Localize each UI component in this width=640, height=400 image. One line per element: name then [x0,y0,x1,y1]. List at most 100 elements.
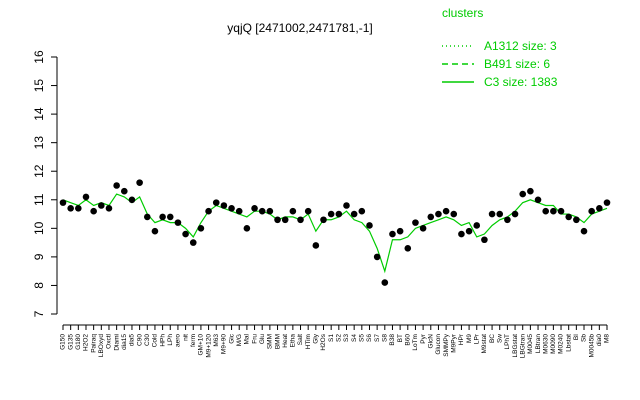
data-point [381,279,389,286]
data-point [258,207,266,215]
x-tick-label: GlcN [427,334,434,349]
x-tick-label: G135 [67,334,74,350]
x-tick-label: S6 [366,334,373,342]
data-point [358,207,366,215]
y-tick-label: 14 [32,107,46,121]
x-tick-label: S1 [328,334,335,342]
data-point [128,196,136,204]
x-tick-label: M9 [466,334,473,343]
data-point [159,213,166,221]
x-tick-label: LBtran [535,334,542,354]
data-point [59,199,67,206]
data-point [335,210,343,218]
x-tick-label: SMMPy [443,333,450,357]
data-point [297,216,304,224]
x-tick-label: BT [397,334,404,342]
x-tick-label: Gly [313,333,320,344]
data-point [481,236,488,244]
x-tick-label: BMM [274,334,281,349]
x-tick-label: SMM [267,334,274,349]
x-tick-label: S5 [359,334,366,342]
x-tick-label: M0090 [550,334,557,354]
data-point [603,199,611,206]
data-point [327,210,335,218]
data-point [189,239,197,246]
series-line [62,193,608,274]
data-point [542,207,550,215]
x-tick-label: M/G [236,334,243,346]
x-tick-label: BI [573,334,580,340]
data-point [350,210,358,218]
data-point [343,202,350,209]
legend-label: B491 size: 6 [484,57,550,71]
x-tick-label: S2 [336,334,343,342]
y-tick-label: 13 [32,136,46,150]
data-point [113,182,120,189]
data-point [488,210,496,218]
x-tick-label: M9+90 [221,334,228,354]
data-point [396,227,404,235]
x-tick-label: dia0 [596,334,603,347]
data-point [174,219,182,226]
x-tick-label: G150 [60,334,67,350]
x-tick-label: H2Os [320,333,327,350]
data-point [404,245,412,252]
x-tick-label: LoTm [412,334,419,351]
x-tick-label: LPr [473,333,480,344]
x-tick-label: M8 [604,334,611,343]
x-tick-label: dia15 [121,334,128,350]
data-point [136,179,143,186]
x-tick-label: GM+10 [198,334,205,356]
x-tick-label: ferm [190,334,197,347]
x-tick-label: B38 [389,334,396,346]
data-point [580,227,588,235]
x-tick-label: LBGtran [519,334,526,359]
x-tick-label: M63 [213,334,220,347]
data-point [412,219,419,226]
chart-title: yqjQ [2471002,2471781,-1] [227,21,372,35]
data-point [281,216,289,224]
x-tick-label: Glu [259,334,266,345]
data-point [105,205,113,212]
x-tick-label: Oxctl [106,333,113,348]
x-tick-label: H2O2 [83,334,90,351]
x-tick-label: HPh [159,334,166,347]
x-tick-label: BC [489,334,496,343]
legend-title: clusters [442,6,483,20]
legend-label: A1312 size: 3 [484,39,557,53]
data-point [588,207,595,215]
x-tick-label: Pyr [420,333,427,344]
data-point [435,210,442,218]
x-tick-label: M0630 [542,334,549,354]
data-point [212,199,220,206]
data-point [205,207,212,215]
x-tick-label: C30 [144,334,151,346]
data-point [82,193,90,201]
x-tick-label: Etha [290,334,297,348]
data-point [557,207,565,215]
data-point [166,213,174,221]
data-point [496,210,504,218]
x-tick-label: M9stat [481,334,488,354]
data-point [366,222,373,229]
y-tick-label: 15 [32,79,46,93]
x-tick-label: M9Pyr [450,333,457,353]
data-point [427,213,435,221]
x-tick-label: LBOxyd [98,334,105,358]
data-point [511,210,519,218]
x-tick-label: S8 [382,334,389,342]
y-tick-label: 7 [32,310,46,317]
x-tick-label: G180 [75,334,82,350]
data-point [304,207,312,215]
data-point [243,225,251,232]
data-point [389,230,396,238]
data-point [251,205,258,212]
data-point [90,207,97,215]
legend-label: C3 size: 1383 [484,75,558,89]
data-point [274,216,281,224]
data-point [67,205,74,212]
data-point [465,227,473,235]
x-tick-label: Mal [244,333,251,344]
x-tick-label: Cold [152,334,159,348]
